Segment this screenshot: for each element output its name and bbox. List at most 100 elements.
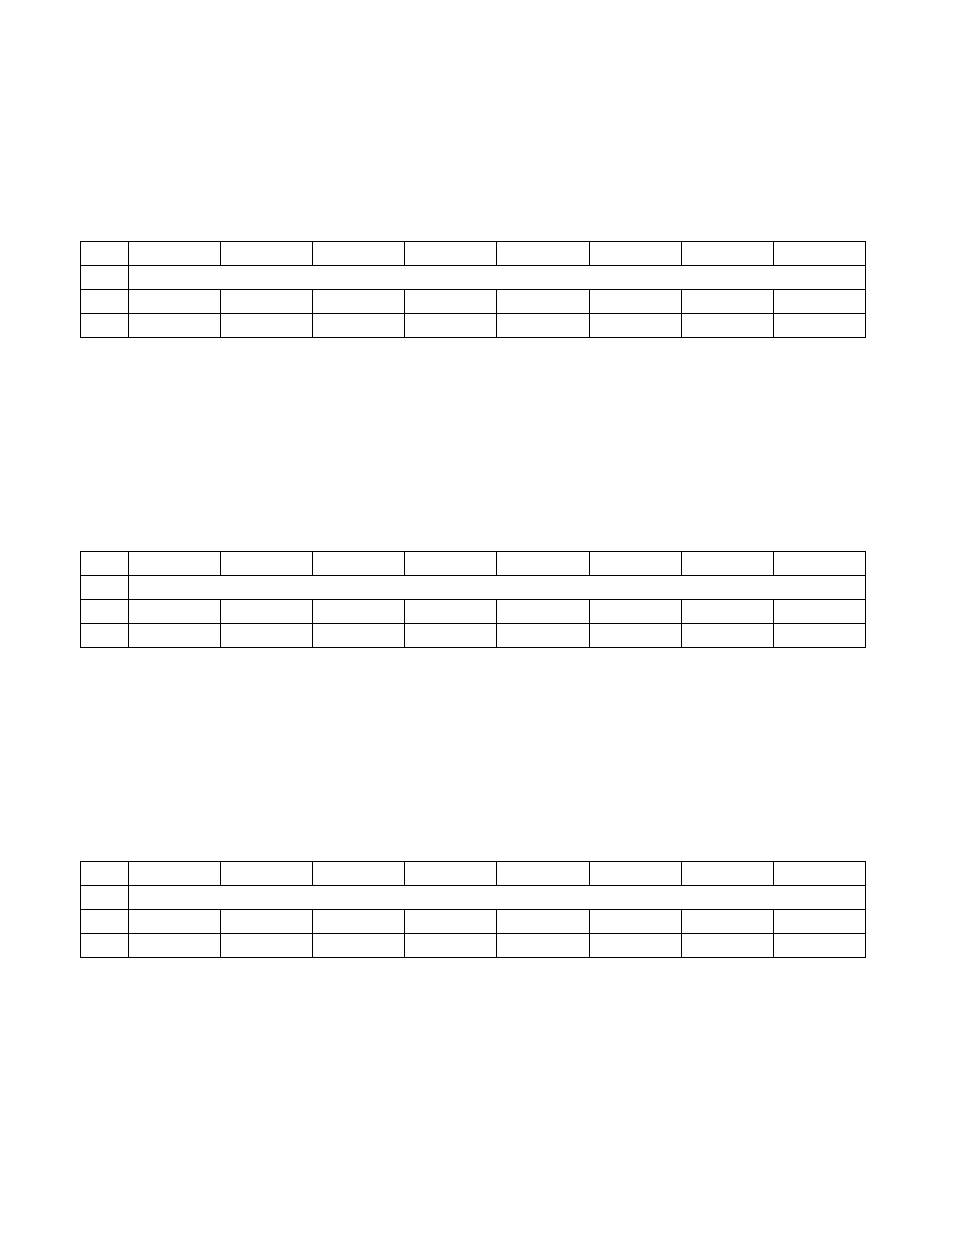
table-cell [681, 600, 773, 624]
table-cell [129, 862, 221, 886]
table-cell [405, 862, 497, 886]
table-cell [405, 910, 497, 934]
table-cell [497, 934, 589, 958]
table-row [81, 624, 866, 648]
table-cell [221, 910, 313, 934]
table-cell [681, 290, 773, 314]
table-cell [589, 624, 681, 648]
data-table-2 [80, 551, 866, 648]
table-row [81, 862, 866, 886]
table-cell [129, 314, 221, 338]
table-cell [81, 576, 129, 600]
table-cell [681, 910, 773, 934]
table-row [81, 910, 866, 934]
table-cell [221, 314, 313, 338]
table-cell [313, 862, 405, 886]
table-cell [681, 862, 773, 886]
table-cell [81, 862, 129, 886]
table-cell [773, 314, 865, 338]
table-cell [405, 314, 497, 338]
table-cell [81, 314, 129, 338]
table-cell [221, 624, 313, 648]
table-cell [313, 552, 405, 576]
table-cell [129, 552, 221, 576]
table-cell [773, 934, 865, 958]
table-cell [589, 600, 681, 624]
table-cell [589, 910, 681, 934]
table-row [81, 314, 866, 338]
table-cell [773, 290, 865, 314]
table-cell [405, 624, 497, 648]
table-cell [313, 600, 405, 624]
table-cell [589, 552, 681, 576]
table-cell [313, 242, 405, 266]
table-cell [497, 290, 589, 314]
table-cell [773, 624, 865, 648]
table-cell [589, 242, 681, 266]
table-cell [681, 552, 773, 576]
table-cell [81, 290, 129, 314]
table-cell [81, 910, 129, 934]
table-cell [589, 290, 681, 314]
table-cell [681, 934, 773, 958]
table-row [81, 600, 866, 624]
table-cell-merged [129, 886, 866, 910]
table-cell [81, 624, 129, 648]
table-cell [773, 552, 865, 576]
table-cell [313, 290, 405, 314]
table-cell [773, 910, 865, 934]
table-cell [81, 600, 129, 624]
data-table-1 [80, 241, 866, 338]
table-cell [497, 910, 589, 934]
table-cell [497, 624, 589, 648]
page-canvas [0, 0, 954, 1235]
table-cell [313, 624, 405, 648]
table-cell [129, 910, 221, 934]
table-cell [129, 290, 221, 314]
table-cell [81, 552, 129, 576]
table-cell [589, 314, 681, 338]
table-cell [129, 242, 221, 266]
table-cell [405, 934, 497, 958]
table-cell [589, 934, 681, 958]
table-cell [497, 242, 589, 266]
table-cell [313, 314, 405, 338]
table-row [81, 242, 866, 266]
table-row [81, 290, 866, 314]
table-cell [405, 600, 497, 624]
table-cell [313, 934, 405, 958]
table-row [81, 886, 866, 910]
table-cell [681, 242, 773, 266]
table-cell [405, 552, 497, 576]
table-cell [497, 600, 589, 624]
table-cell [129, 934, 221, 958]
table-row [81, 934, 866, 958]
table-cell [221, 290, 313, 314]
table-cell [221, 242, 313, 266]
table-cell [497, 862, 589, 886]
table-cell-merged [129, 576, 866, 600]
data-table-3 [80, 861, 866, 958]
table-cell [773, 242, 865, 266]
table-cell [221, 862, 313, 886]
table-cell [405, 290, 497, 314]
table-row [81, 552, 866, 576]
table-row [81, 576, 866, 600]
table-cell [81, 934, 129, 958]
table-cell [129, 600, 221, 624]
table-cell [221, 552, 313, 576]
table-cell [773, 862, 865, 886]
table-cell [497, 552, 589, 576]
table-cell-merged [129, 266, 866, 290]
table-cell [773, 600, 865, 624]
table-cell [129, 624, 221, 648]
table-row [81, 266, 866, 290]
table-cell [681, 314, 773, 338]
table-cell [221, 934, 313, 958]
table-cell [81, 242, 129, 266]
table-cell [497, 314, 589, 338]
table-cell [589, 862, 681, 886]
table-cell [81, 886, 129, 910]
table-cell [313, 910, 405, 934]
table-cell [681, 624, 773, 648]
